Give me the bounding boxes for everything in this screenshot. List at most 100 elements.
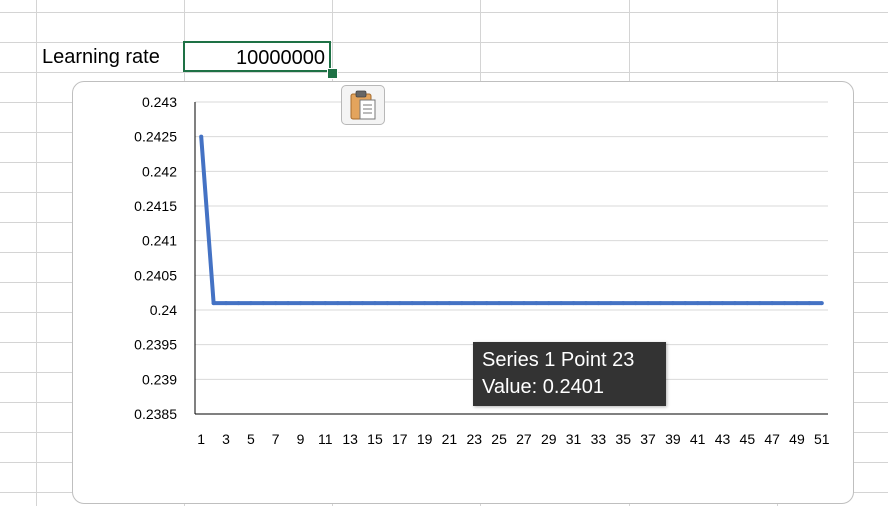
series-1-point[interactable] (608, 301, 613, 306)
fill-handle[interactable] (327, 68, 338, 79)
series-1-point[interactable] (435, 301, 440, 306)
x-tick-label: 17 (392, 431, 408, 447)
cell-learning-rate-label[interactable]: Learning rate (42, 46, 160, 68)
x-tick-label: 31 (566, 431, 582, 447)
series-1-point[interactable] (360, 301, 365, 306)
series-1-point[interactable] (323, 301, 328, 306)
series-1-point[interactable] (571, 301, 576, 306)
series-1-point[interactable] (534, 301, 539, 306)
series-1-point[interactable] (521, 301, 526, 306)
x-tick-label: 3 (222, 431, 230, 447)
x-tick-label: 35 (615, 431, 631, 447)
paste-options-button[interactable] (341, 85, 385, 125)
x-tick-label: 21 (442, 431, 458, 447)
series-1-point[interactable] (509, 301, 514, 306)
y-tick-label: 0.2385 (134, 406, 177, 422)
series-1-point[interactable] (199, 134, 204, 139)
series-1-point[interactable] (807, 301, 812, 306)
series-1-point[interactable] (658, 301, 663, 306)
series-1-point[interactable] (633, 301, 638, 306)
series-1-point[interactable] (459, 301, 464, 306)
x-tick-label: 51 (814, 431, 830, 447)
series-1-point[interactable] (596, 301, 601, 306)
x-tick-label: 39 (665, 431, 681, 447)
series-1-line[interactable] (199, 136, 822, 306)
series-1-point[interactable] (310, 301, 315, 306)
series-1-point[interactable] (224, 301, 229, 306)
series-1-point[interactable] (447, 301, 452, 306)
x-tick-label: 13 (342, 431, 358, 447)
series-1-point[interactable] (708, 301, 713, 306)
chart-gridlines (195, 101, 828, 380)
y-tick-label: 0.241 (142, 233, 177, 249)
series-1-point[interactable] (546, 301, 551, 306)
x-tick-label: 27 (516, 431, 532, 447)
active-cell-value: 10000000 (236, 47, 325, 69)
series-1-point[interactable] (236, 301, 241, 306)
clipboard-icon (350, 90, 376, 120)
y-tick-label: 0.242 (142, 163, 177, 179)
series-1-point[interactable] (695, 301, 700, 306)
x-tick-label: 5 (247, 431, 255, 447)
series-1-point[interactable] (248, 301, 253, 306)
x-tick-label: 47 (764, 431, 780, 447)
series-1-point[interactable] (397, 301, 402, 306)
series-1-point[interactable] (745, 301, 750, 306)
y-tick-label: 0.2415 (134, 198, 177, 214)
x-axis-tick-labels: 1 3 5 7 9 11 13 15 17 19 21 23 25 27 29 31 33 35 37 39 41 43 4… (197, 431, 829, 447)
y-axis-tick-labels: 0.243 0.2425 0.242 0.2415 0.241 0.2405 0.24 0.2… (134, 94, 177, 422)
series-1-point[interactable] (273, 301, 278, 306)
x-tick-label: 15 (367, 431, 383, 447)
x-tick-label: 25 (491, 431, 507, 447)
series-1-point[interactable] (732, 301, 737, 306)
series-1-point[interactable] (720, 301, 725, 306)
y-tick-label: 0.243 (142, 94, 177, 110)
active-cell[interactable]: 10000000 (183, 41, 331, 72)
x-tick-label: 1 (197, 431, 205, 447)
series-1 (199, 134, 824, 306)
series-1-point[interactable] (298, 301, 303, 306)
series-1-point[interactable] (372, 301, 377, 306)
series-1-point[interactable] (484, 301, 489, 306)
x-tick-label: 19 (417, 431, 433, 447)
x-tick-label: 41 (690, 431, 706, 447)
series-1-point[interactable] (782, 301, 787, 306)
x-tick-label: 9 (297, 431, 305, 447)
series-1-point[interactable] (472, 301, 477, 306)
data-point-tooltip: Series 1 Point 23 Value: 0.2401 (473, 342, 666, 406)
x-tick-label: 29 (541, 431, 557, 447)
series-1-point[interactable] (770, 301, 775, 306)
series-1-point[interactable] (497, 301, 502, 306)
y-tick-label: 0.239 (142, 371, 177, 387)
y-tick-label: 0.2405 (134, 267, 177, 283)
x-tick-label: 43 (715, 431, 731, 447)
tooltip-series-point: Series 1 Point 23 (482, 349, 635, 371)
series-1-point[interactable] (646, 301, 651, 306)
series-1-point[interactable] (819, 301, 824, 306)
y-tick-label: 0.24 (150, 302, 177, 318)
series-1-point[interactable] (211, 301, 216, 306)
series-1-point[interactable] (794, 301, 799, 306)
series-1-point[interactable] (385, 301, 390, 306)
series-1-point[interactable] (621, 301, 626, 306)
series-1-point[interactable] (410, 301, 415, 306)
y-tick-label: 0.2425 (134, 129, 177, 145)
series-1-point[interactable] (422, 301, 427, 306)
x-tick-label: 33 (591, 431, 607, 447)
series-1-point[interactable] (261, 301, 266, 306)
series-1-point[interactable] (683, 301, 688, 306)
x-tick-label: 37 (640, 431, 656, 447)
x-tick-label: 45 (740, 431, 756, 447)
series-1-point[interactable] (348, 301, 353, 306)
series-1-point[interactable] (286, 301, 291, 306)
series-1-point[interactable] (670, 301, 675, 306)
series-1-point[interactable] (335, 301, 340, 306)
tooltip-value: Value: 0.2401 (482, 376, 604, 398)
y-tick-label: 0.2395 (134, 337, 177, 353)
x-tick-label: 49 (789, 431, 805, 447)
line-chart[interactable]: 0.243 0.2425 0.242 0.2415 0.241 0.2405 0.24 0.2… (72, 81, 854, 504)
series-1-point[interactable] (559, 301, 564, 306)
series-1-point[interactable] (583, 301, 588, 306)
x-tick-label: 23 (466, 431, 482, 447)
series-1-point[interactable] (757, 301, 762, 306)
